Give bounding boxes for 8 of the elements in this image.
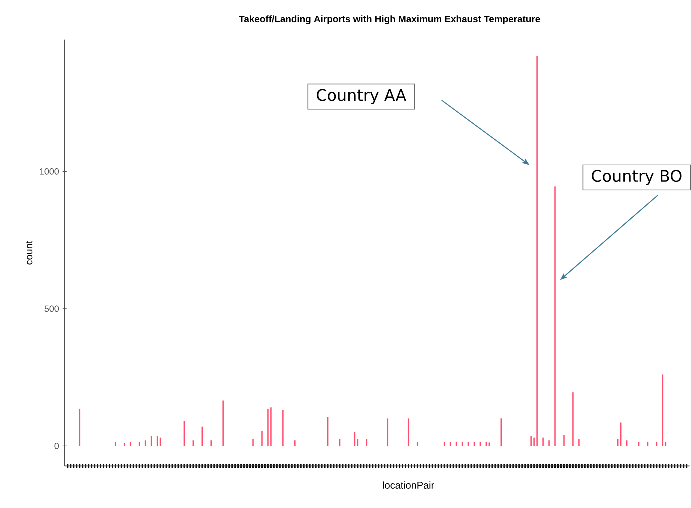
x-axis-title: locationPair xyxy=(383,482,434,489)
chart-title: Takeoff/Landing Airports with High Maximum Exhaust Temperature xyxy=(239,16,540,24)
annotation: Country BO xyxy=(592,170,682,186)
y-tick-label: 500 xyxy=(44,306,60,312)
y-tick-label: 1000 xyxy=(40,168,60,175)
y-tick-label: 0 xyxy=(54,442,60,450)
annotation: Country AA xyxy=(317,89,406,104)
y-axis-title: count xyxy=(26,240,33,265)
